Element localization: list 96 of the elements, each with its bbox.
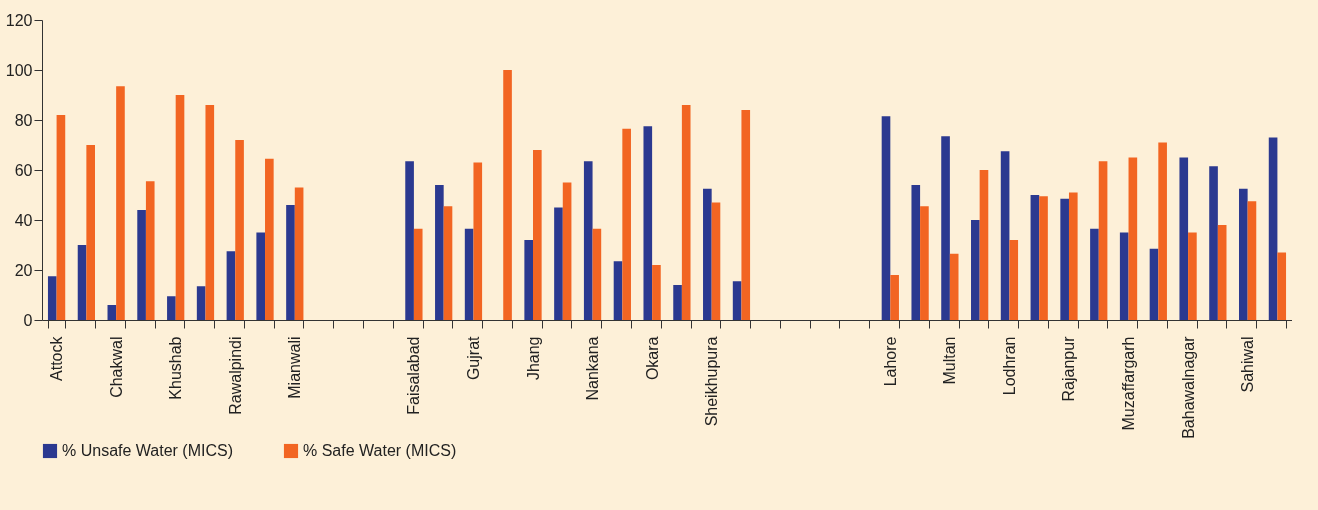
x-tick-label: Rawalpindi [226,336,244,415]
bar [562,182,572,320]
bar [265,158,274,320]
bar [137,210,146,320]
x-tick-label: Muzaffargarh [1120,336,1138,431]
bar [1158,142,1167,320]
legend-label: % Safe Water (MICS) [303,442,457,459]
bar [196,286,206,320]
bar [473,162,483,320]
bar [971,220,980,320]
bar [145,181,155,320]
bar [1217,225,1227,320]
bar [741,110,751,320]
bar [464,228,474,320]
x-tick-label: Multan [941,336,959,385]
bar [1239,188,1248,320]
y-tick-label: 80 [14,111,33,129]
bar [1030,195,1040,320]
bar [256,232,266,320]
bar [622,128,631,320]
bar [226,251,236,320]
bar [703,188,712,320]
bar [681,105,691,320]
x-tick-label: Faisalabad [405,336,423,415]
bar [167,296,176,320]
bar [890,275,899,320]
bar [643,126,653,320]
bar [881,116,891,320]
bar [1060,198,1069,320]
bar [1090,228,1099,320]
bar [979,170,989,320]
bar [56,115,66,320]
bar [554,207,563,320]
y-tick-label: 100 [5,61,33,79]
bar [235,140,244,320]
bar [1188,232,1197,320]
y-tick-label: 20 [14,261,33,279]
bar [1119,232,1129,320]
bar [205,105,215,320]
bar [524,240,534,320]
bar [1268,137,1278,320]
x-tick-label: Attock [48,335,66,381]
bar [1068,192,1078,320]
bar [613,261,623,320]
bar [711,202,721,320]
bar [1209,166,1218,320]
x-tick-label: Sheikhupura [703,336,721,427]
bar [503,70,512,320]
bar [652,265,661,320]
x-tick-label: Bahawalnagar [1179,335,1197,439]
bar [413,228,423,320]
x-tick-label: Nankana [584,336,602,401]
bar [47,276,57,320]
bar [86,145,95,320]
bar [1009,240,1019,320]
bar [116,86,125,320]
bar [1247,201,1257,320]
bar [949,253,959,320]
y-tick-label: 60 [14,161,33,179]
bar [1128,157,1138,320]
x-tick-label: Rajanpur [1060,335,1078,402]
bar [592,228,602,320]
bar [1277,252,1287,320]
x-tick-label: Okara [643,336,661,381]
y-tick-label: 120 [5,11,33,29]
y-tick-label: 0 [23,311,33,329]
bar [920,206,929,320]
legend-label: % Unsafe Water (MICS) [62,442,233,459]
y-tick-label: 40 [14,211,33,229]
bar [1000,151,1010,320]
bar [583,161,593,320]
x-tick-label: Khushab [167,336,185,400]
bar [533,150,542,320]
x-tick-label: Lahore [881,336,899,387]
bar [1098,161,1108,320]
x-tick-label: Mianwali [286,336,304,399]
bar [294,187,304,320]
x-tick-label: Chakwal [107,336,125,398]
bar [443,206,453,320]
x-tick-label: Jhang [524,336,542,381]
bar [107,305,117,320]
bar [732,281,742,320]
x-tick-label: Lodhran [1000,336,1018,396]
bar [911,185,921,320]
x-tick-label: Sahiwal [1239,336,1257,393]
bar [175,95,185,320]
x-tick-label: Gujrat [464,335,482,381]
bar [1039,196,1048,320]
bar [405,161,414,320]
bar [286,205,295,320]
bar [435,185,444,320]
bar [673,285,682,320]
bar [77,245,87,320]
bar [941,136,950,320]
bar [1179,157,1189,320]
bar [1149,248,1159,320]
